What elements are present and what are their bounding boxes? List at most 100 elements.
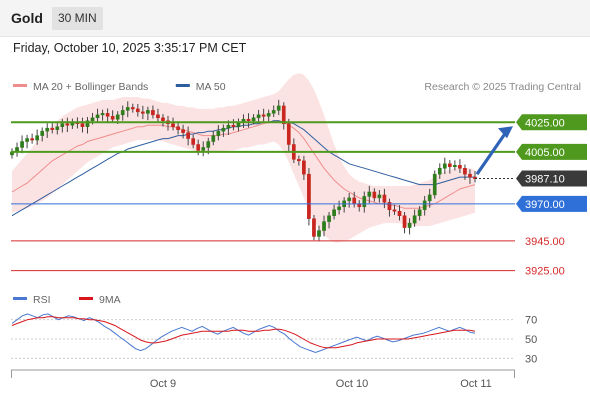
- candle-body: [181, 129, 185, 133]
- candle-body: [447, 163, 452, 168]
- candle-body: [60, 123, 65, 127]
- candle-body: [297, 159, 301, 162]
- candle-body: [246, 119, 251, 122]
- arrow-head: [498, 126, 513, 139]
- candle-body: [362, 196, 367, 208]
- timeframe-badge[interactable]: 30 MIN: [52, 7, 103, 30]
- candle-body: [55, 126, 60, 130]
- candle-body: [171, 123, 175, 127]
- level-label: 3987.10: [525, 173, 565, 185]
- candle-body: [176, 126, 180, 130]
- candle-body: [417, 209, 422, 216]
- level-label: 3970.00: [525, 199, 565, 211]
- candle-body: [115, 114, 120, 120]
- candle-body: [120, 110, 125, 116]
- legend-swatch: [13, 84, 27, 87]
- candle-body: [266, 113, 271, 117]
- candle-body: [307, 173, 311, 219]
- x-tick-label: Oct 9: [150, 378, 176, 390]
- level-3987.10: 3987.10: [475, 170, 587, 187]
- candle-body: [231, 124, 236, 127]
- level-3925.00: 3925.00: [11, 266, 565, 278]
- main-legend: MA 20 + Bollinger Bands MA 50: [13, 81, 226, 93]
- level-label: 4025.00: [525, 117, 565, 129]
- level-tag: [516, 143, 587, 160]
- candle-body: [458, 165, 462, 169]
- candle-body: [95, 114, 100, 119]
- candle-body: [312, 218, 316, 237]
- candle-body: [397, 211, 402, 216]
- candle-body: [463, 167, 467, 175]
- candle-body: [90, 117, 95, 122]
- candle-body: [377, 194, 382, 199]
- candle-body: [412, 215, 417, 224]
- x-tick-label: Oct 11: [460, 378, 492, 390]
- candle-body: [407, 222, 412, 228]
- candle-body: [20, 141, 24, 148]
- candle-body: [367, 191, 372, 197]
- symbol-title: Gold: [11, 10, 43, 26]
- level-label: 4005.00: [525, 147, 565, 159]
- level-4005.00: 4005.00: [11, 143, 587, 160]
- candle-body: [286, 123, 291, 145]
- rsi-ma-line: [11, 316, 476, 349]
- candle-body: [352, 197, 357, 205]
- candle-body: [432, 173, 437, 196]
- header-bar: Gold 30 MIN: [0, 0, 590, 37]
- candle-body: [25, 138, 29, 142]
- candle-body: [382, 194, 387, 203]
- candle-body: [372, 191, 377, 199]
- legend-label: MA 20 + Bollinger Bands: [33, 81, 148, 93]
- candle-body: [211, 135, 216, 142]
- candle-body: [387, 202, 392, 211]
- candle-body: [35, 135, 40, 141]
- x-tick-label: Oct 10: [336, 378, 368, 390]
- candle-body: [327, 215, 331, 222]
- candle-body: [146, 110, 150, 114]
- level-label: 3945.00: [525, 236, 565, 248]
- candle-body: [281, 105, 286, 124]
- rsi-tick-label: 50: [525, 334, 537, 346]
- legend-swatch: [175, 84, 190, 87]
- candle-body: [402, 215, 407, 228]
- candle-body: [45, 127, 50, 132]
- legend-label: RSI: [33, 294, 51, 306]
- candle-body: [201, 147, 206, 151]
- candle-body: [80, 123, 85, 127]
- candle-body: [140, 111, 145, 114]
- candle-body: [65, 123, 70, 126]
- candle-body: [196, 144, 201, 151]
- level-tag: [516, 195, 587, 212]
- rsi-legend: RSI 9MA: [13, 294, 121, 306]
- candle-body: [468, 173, 472, 178]
- level-3970.00: 3970.00: [11, 195, 587, 212]
- level-3945.00: 3945.00: [11, 236, 565, 248]
- candle-body: [206, 141, 211, 148]
- legend-label: 9MA: [99, 294, 121, 306]
- candle-body: [130, 107, 135, 110]
- candle-body: [347, 197, 352, 202]
- rsi-line: [11, 313, 476, 354]
- chart-datetime: Friday, October 10, 2025 3:35:17 PM CET: [13, 41, 247, 55]
- candle-body: [251, 117, 256, 122]
- candle-body: [125, 107, 130, 111]
- candle-body: [221, 127, 226, 132]
- candle-body: [191, 138, 196, 145]
- candle-body: [156, 114, 160, 119]
- candle-body: [427, 194, 432, 202]
- candle-body: [302, 160, 306, 175]
- level-label: 3925.00: [525, 266, 565, 278]
- level-tag: [516, 170, 587, 187]
- candle-body: [261, 114, 266, 117]
- candle-body: [276, 105, 281, 111]
- candle-body: [110, 116, 115, 120]
- candle-body: [422, 200, 427, 211]
- candle-body: [105, 113, 110, 117]
- candle-body: [256, 114, 261, 119]
- legend-swatch: [79, 297, 93, 300]
- candle-body: [442, 163, 447, 169]
- candle-body: [151, 110, 155, 116]
- arrow-shaft: [475, 131, 508, 176]
- ma20-line: [11, 120, 476, 209]
- research-credit: Research © 2025 Trading Central: [424, 81, 581, 93]
